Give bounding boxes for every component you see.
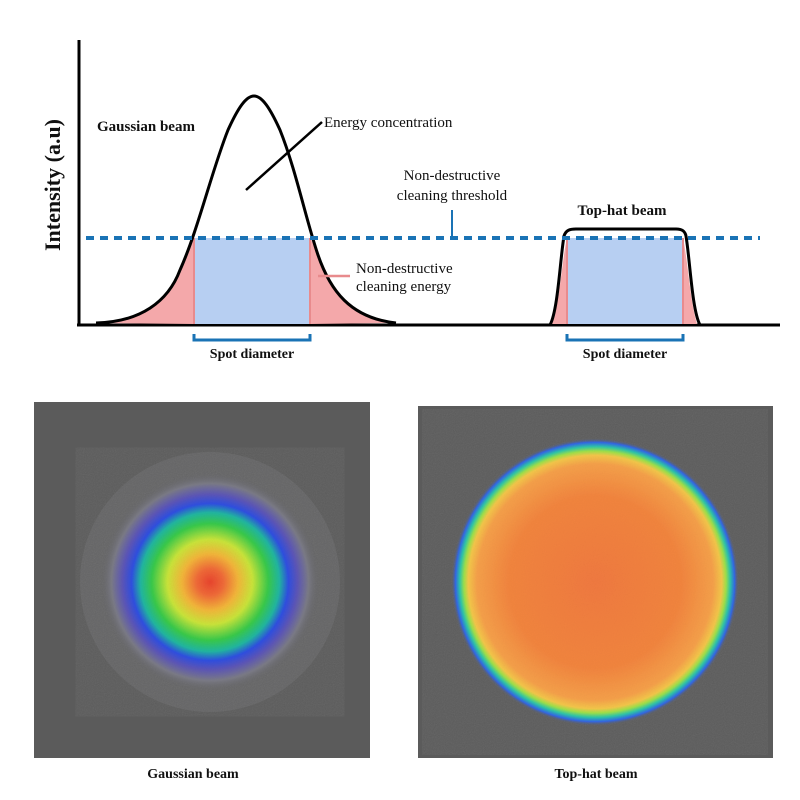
gaussian-spot-bracket — [192, 334, 312, 342]
cleaning-energy-label-line2: cleaning energy — [356, 279, 452, 295]
tophat-left-edge-fill — [552, 238, 567, 324]
gaussian-image-caption: Gaussian beam — [147, 767, 239, 782]
gaussian-beam-title: Gaussian beam — [97, 119, 195, 135]
gaussian-beam-image — [34, 402, 370, 758]
tophat-cleaning-energy-fill — [567, 238, 683, 324]
energy-concentration-label: Energy concentration — [324, 115, 453, 131]
gaussian-right-tail-fill — [310, 238, 396, 324]
y-axis-label: Intensity (a.u) — [40, 119, 65, 251]
tophat-right-edge-fill — [683, 238, 697, 324]
tophat-image-caption: Top-hat beam — [554, 767, 637, 782]
tophat-beam-title: Top-hat beam — [577, 203, 667, 219]
threshold-label-line2: cleaning threshold — [397, 188, 508, 204]
tophat-spot-diameter-label: Spot diameter — [583, 347, 667, 362]
energy-concentration-pointer — [245, 121, 323, 191]
gaussian-spot-diameter-label: Spot diameter — [210, 347, 294, 362]
threshold-label-line1: Non-destructive — [404, 168, 501, 184]
gaussian-curve — [95, 94, 397, 325]
tophat-beam-image — [418, 406, 773, 758]
cleaning-energy-label-line1: Non-destructive — [356, 261, 453, 277]
gaussian-cleaning-energy-fill — [194, 238, 310, 324]
tophat-curve — [548, 227, 702, 326]
tophat-spot-bracket — [565, 334, 685, 342]
gaussian-left-tail-fill — [96, 238, 194, 324]
